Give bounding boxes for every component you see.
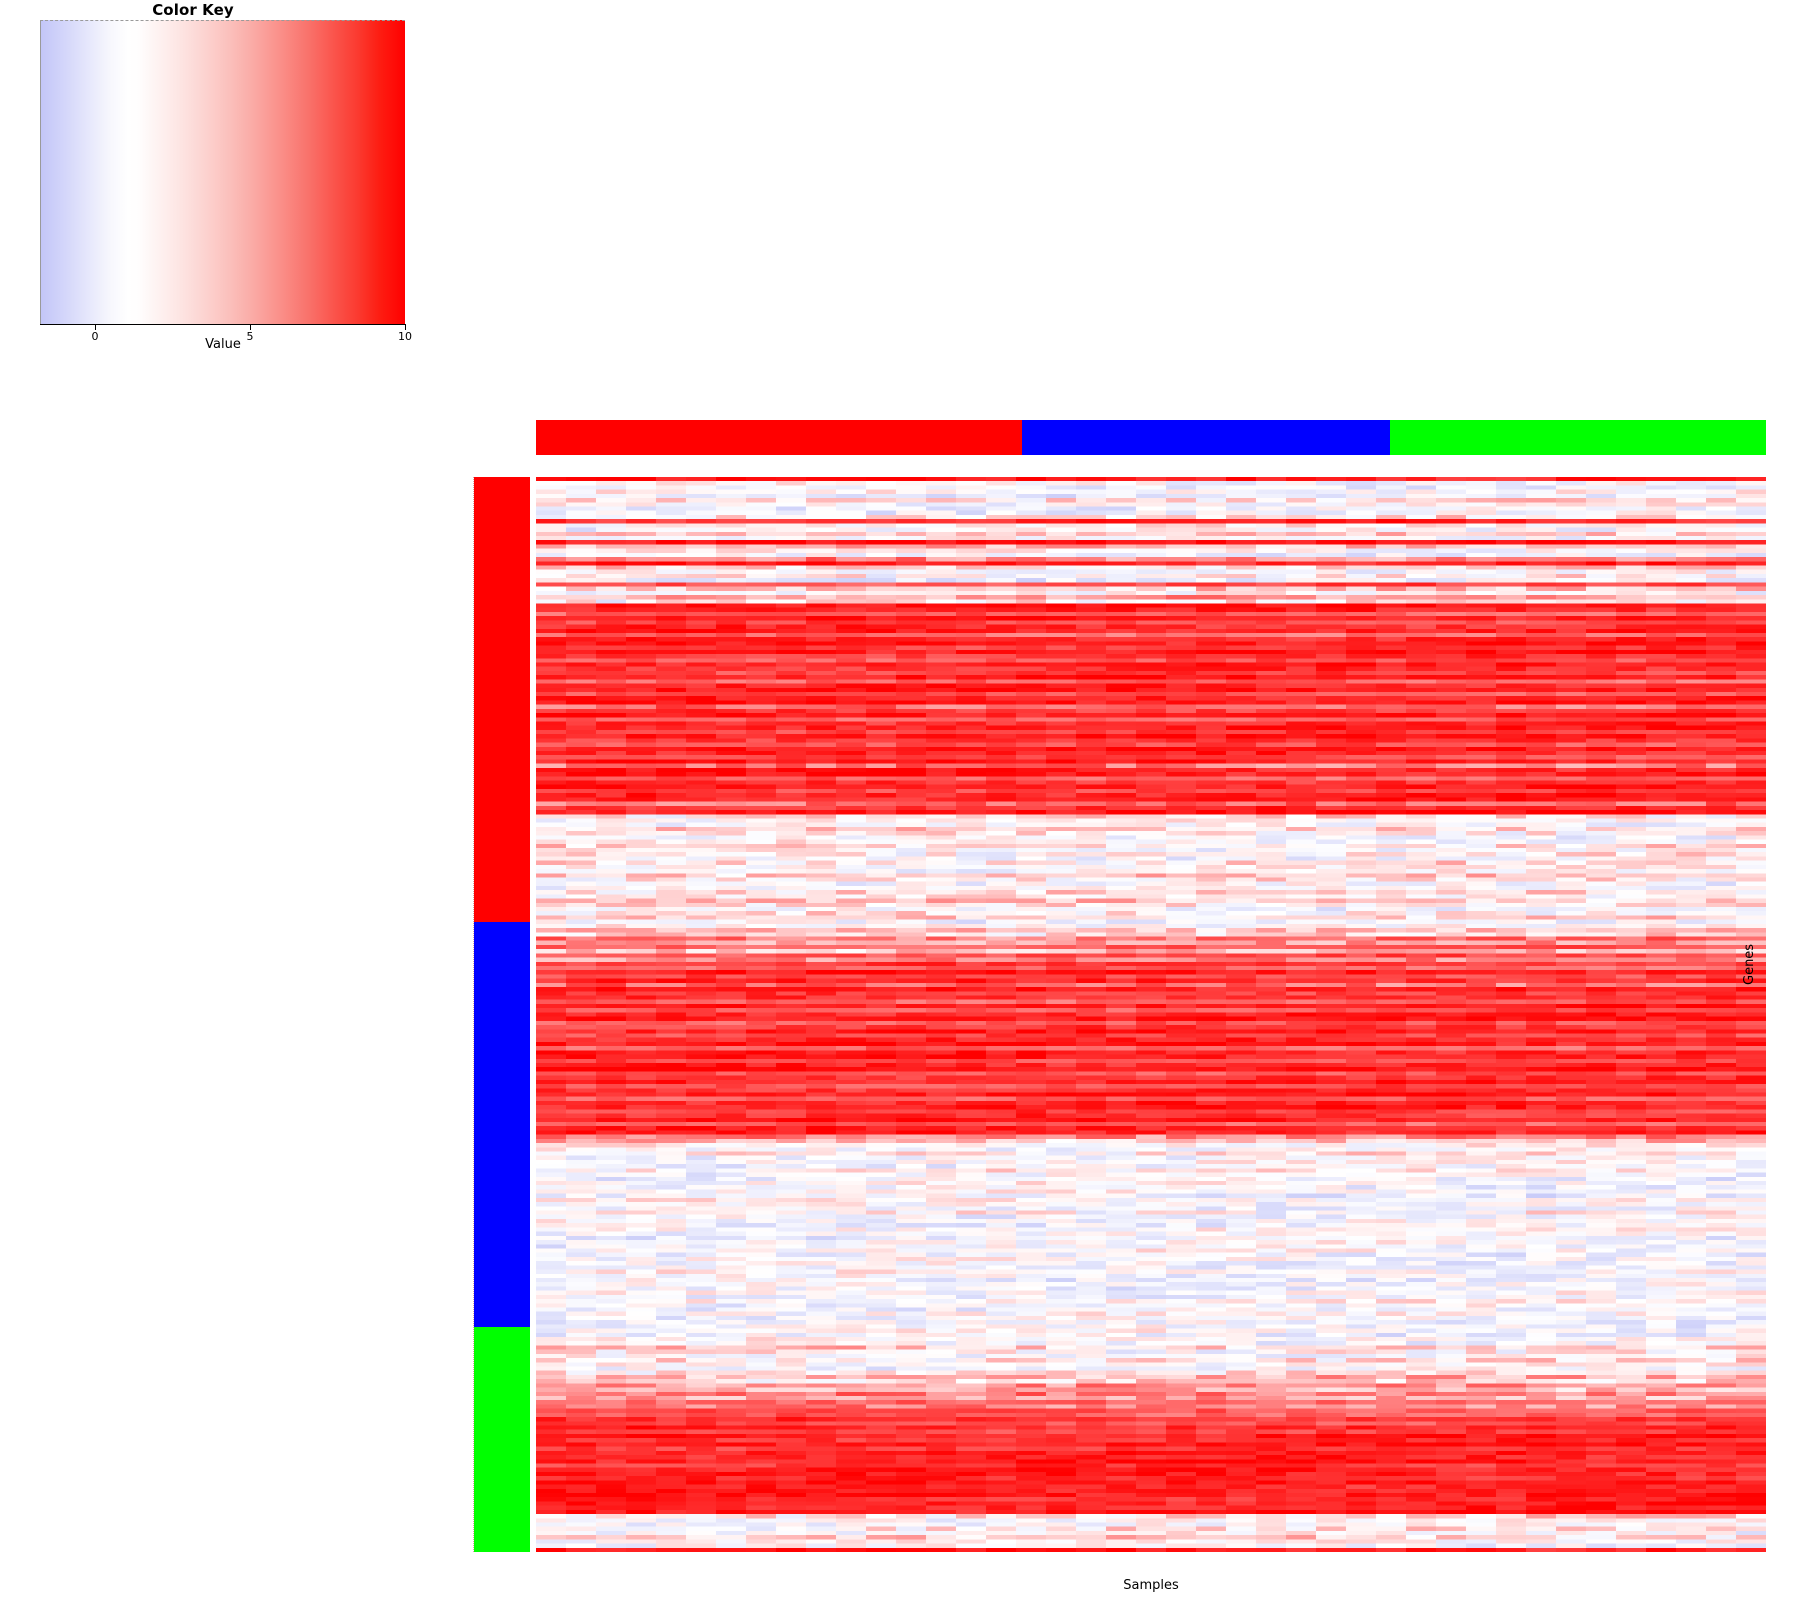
column-annotation-segment [1389,420,1766,455]
color-key-title: Color Key [152,1,234,19]
row-annotation-segment [474,1327,530,1552]
heatmap-canvas [536,477,1766,1552]
color-key-axis-title: Value [205,337,241,352]
color-key-gradient [40,20,405,324]
y-axis-label: Genes [1742,943,1757,985]
row-annotation-bar [473,477,530,1552]
color-key-tick-10 [405,324,406,330]
color-key-tick-0 [95,324,96,330]
row-annotation-segment [474,477,530,923]
color-key-panel: Color Key 0 5 10 Value [0,0,460,360]
column-annotation-bar [536,420,1766,455]
color-key-tick-label-0: 0 [91,330,99,343]
color-key-tick-label-10: 10 [398,330,412,343]
column-annotation-segment [1021,420,1390,455]
heatmap-matrix [536,477,1766,1552]
color-key-tick-label-5: 5 [246,330,254,343]
color-key-tick-5 [250,324,251,330]
x-axis-label: Samples [1123,1578,1179,1593]
column-annotation-segment [536,420,1022,455]
row-annotation-segment [474,922,530,1328]
color-key-axis-line [40,324,406,325]
